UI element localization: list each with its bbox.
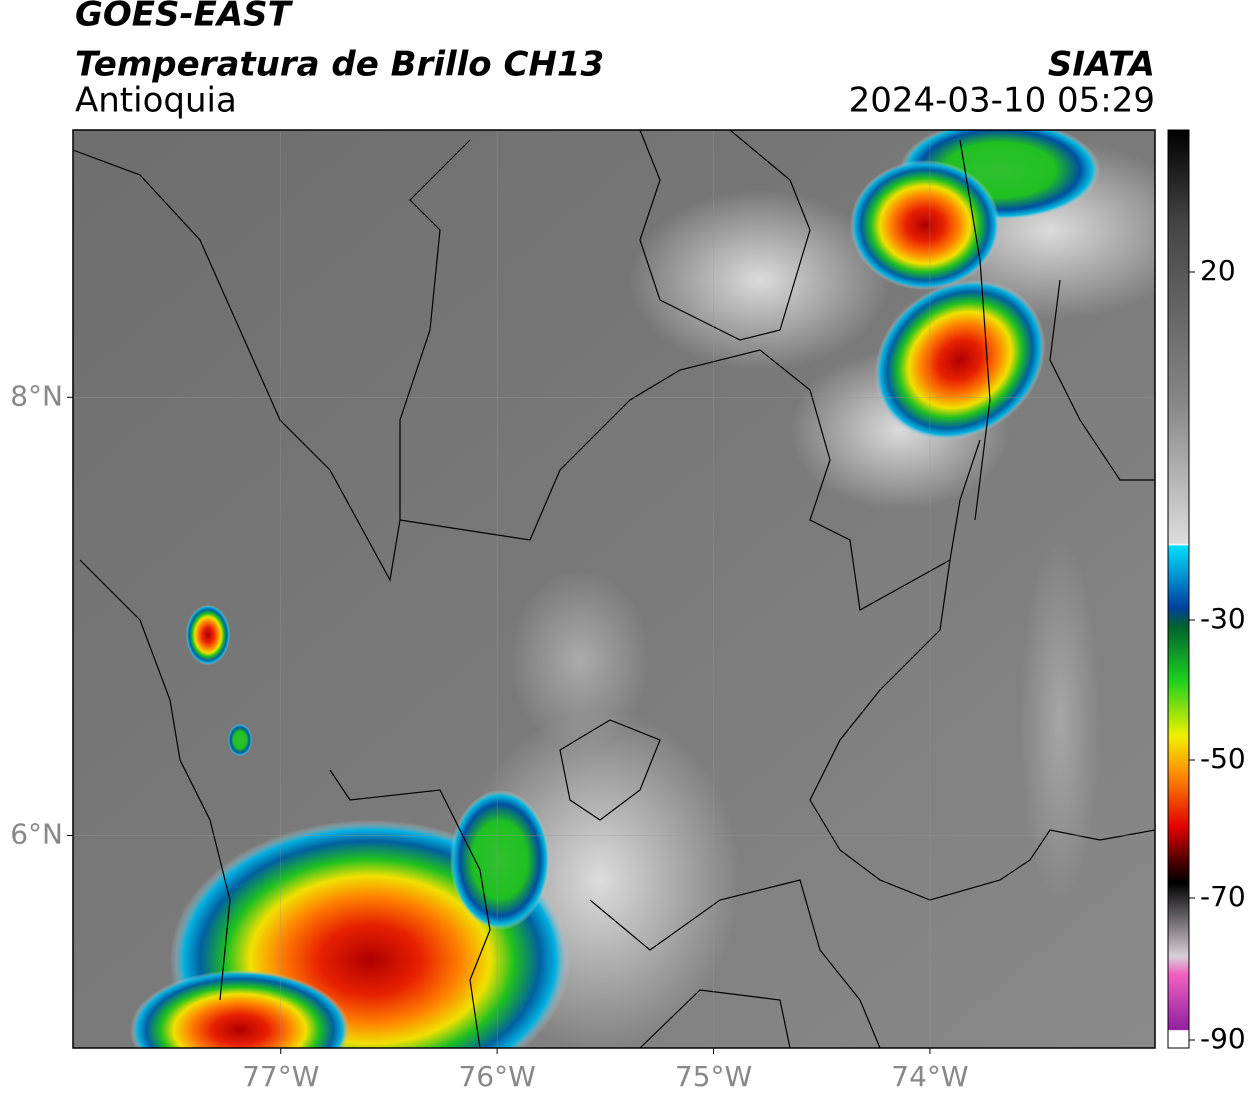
lon-tick-label: 76°W [458,1060,535,1093]
title: GOES-EAST [75,0,294,35]
map-frame [72,129,1156,1049]
colorbar-tick-label: -90 [1200,1022,1246,1055]
lat-tick-label: 8°N [10,379,63,412]
lon-tick-label: 77°W [242,1060,319,1093]
region: Antioquia [75,81,237,121]
subtitle: Temperatura de Brillo CH13 [75,45,604,85]
colorbar-ticks: 20 -30 -50 -70 -90 [1189,254,1246,1055]
colorbar-tick-label: -30 [1200,602,1246,635]
colorbar-tick-label: 20 [1200,254,1236,287]
lon-tick-label: 75°W [675,1060,752,1093]
timestamp: 2024-03-10 05:29 [849,81,1155,121]
colorbar-tick-label: -50 [1200,742,1246,775]
colorbar-tick-label: -70 [1200,880,1246,913]
colorbar [1167,129,1190,1049]
lat-tick-label: 6°N [10,817,63,850]
lon-tick-label: 74°W [891,1060,968,1093]
map-image [73,130,1155,1048]
graticule: 77°W 76°W 75°W 74°W 8°N 6°N [10,130,1155,1093]
source: SIATA [1048,45,1155,85]
